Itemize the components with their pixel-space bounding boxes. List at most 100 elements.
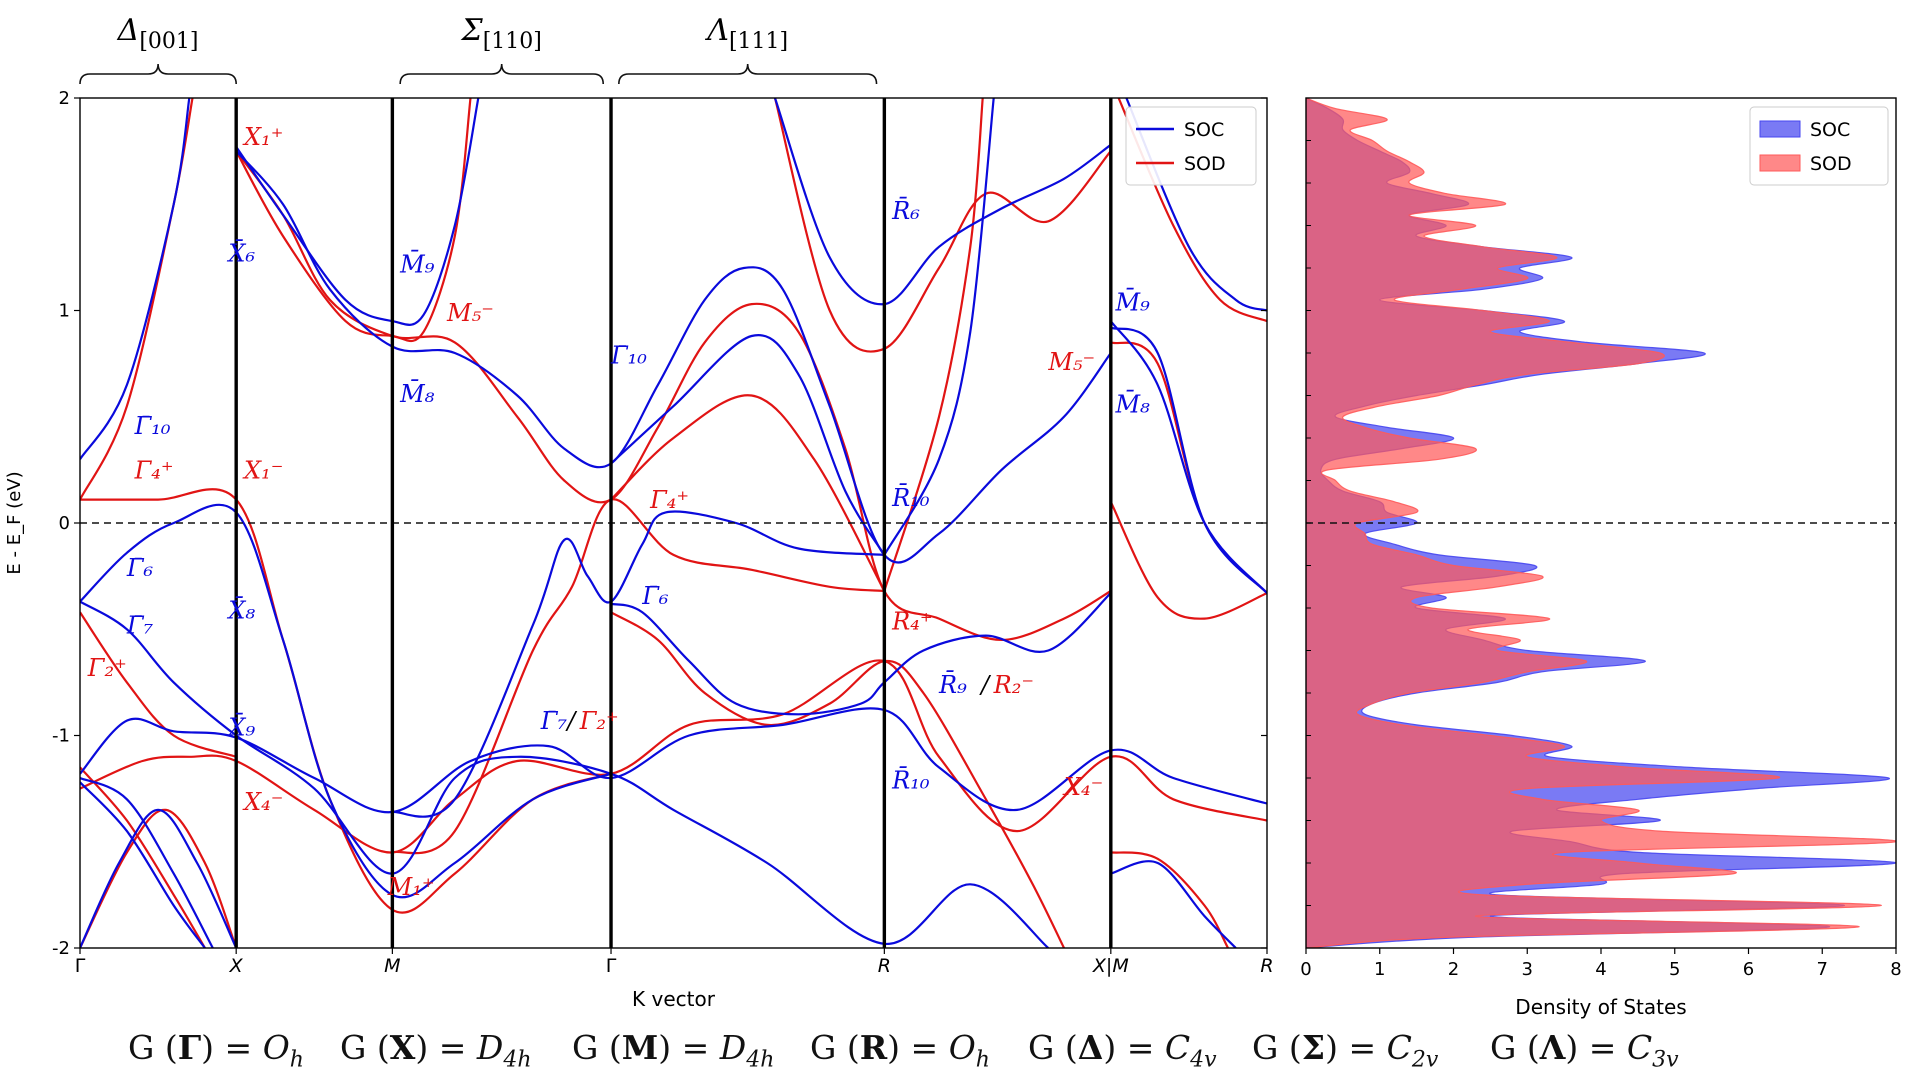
- sod-band-15: [1110, 851, 1229, 948]
- dos-legend-swatch: [1759, 154, 1801, 172]
- band-legend-label: SOC: [1184, 119, 1224, 141]
- dos-legend: SOC SOD: [1749, 106, 1889, 186]
- dos-x-tick-label: 5: [1669, 959, 1680, 980]
- irrep-label: Γ₄⁺: [134, 456, 174, 484]
- point-group-subscript: 4h: [503, 1047, 532, 1073]
- irrep-label: M̄₈: [1115, 390, 1151, 418]
- point-group-symbol: O: [262, 1028, 290, 1067]
- irrep-label: Γ̄₇: [126, 612, 154, 640]
- soc-band-8: [235, 150, 1112, 564]
- irrep-label: Γ₂⁺: [579, 707, 619, 735]
- soc-band-11: [610, 333, 886, 556]
- irrep-label: R₂⁻: [993, 671, 1034, 699]
- soc-band-14: [1109, 320, 1267, 594]
- point-group-item: G (Γ) = Oh: [128, 1028, 304, 1073]
- soc-band-5: [80, 503, 612, 899]
- kpoint-label: Γ: [606, 955, 617, 977]
- band-legend: SOC SOD: [1125, 106, 1257, 186]
- kpoint-label: R: [878, 955, 891, 977]
- irrep-label: X₄⁻: [1062, 773, 1103, 801]
- dos-x-tick-label: 6: [1743, 959, 1754, 980]
- dos-areas: [1306, 98, 1896, 948]
- irrep-label: /: [979, 671, 992, 699]
- dos-x-tick-label: 0: [1300, 959, 1311, 980]
- direction-subscript: [111]: [729, 29, 788, 54]
- irrep-label: Γ₄⁺: [649, 486, 689, 514]
- direction-bracket: [79, 63, 237, 85]
- dos-plot: 0 1 2 3 4 5 6 7 8 Density of States SOC SOD: [1300, 97, 1902, 1019]
- irrep-label: X₄⁻: [242, 788, 283, 816]
- point-group-item: G (R) = Oh: [810, 1028, 990, 1073]
- soc-band-13: [883, 98, 995, 556]
- point-group-symbol: D: [719, 1028, 747, 1067]
- y-tick-label: 2: [59, 88, 70, 109]
- point-group-k: R: [859, 1028, 888, 1067]
- irrep-label: M̄₉: [399, 250, 435, 278]
- sod-band-7: [235, 150, 1112, 642]
- sod-band-1: [80, 766, 206, 948]
- irrep-label: R̄₉: [938, 671, 967, 699]
- dos-x-tick-label: 4: [1595, 959, 1606, 980]
- y-axis-label: E - E_F (eV): [4, 471, 25, 574]
- y-tick-label: -1: [52, 726, 70, 747]
- irrep-label: X̄₈: [226, 596, 255, 624]
- band-structure-plot: Γ X M Γ R X|M R -2 -1 0 1 2 K vector E - E_F (eV) Δ[00…: [4, 13, 1274, 1011]
- sod-band-9: [610, 611, 1065, 948]
- irrep-label: Γ̄₁₀: [610, 342, 647, 370]
- irrep-label: M₁⁺: [387, 873, 435, 901]
- sod-band-11: [773, 98, 1112, 353]
- irrep-label: M̄₉: [1115, 288, 1151, 316]
- kpoint-label: X|M: [1092, 955, 1129, 977]
- point-group-subscript: 3v: [1652, 1047, 1679, 1073]
- point-group-subscript: h: [289, 1047, 304, 1073]
- sod-dos-area: [1306, 98, 1896, 948]
- point-group-k: X: [389, 1028, 416, 1067]
- direction-bracket: [399, 63, 605, 85]
- sod-band-3: [80, 611, 237, 758]
- soc-band-9: [392, 510, 885, 818]
- direction-symbol: Λ: [704, 13, 729, 48]
- soc-band-0: [80, 808, 238, 948]
- point-group-subscript: h: [975, 1047, 990, 1073]
- irrep-label: M₅⁻: [446, 299, 494, 327]
- sod-band-2: [80, 659, 1267, 854]
- point-group-symbol: D: [476, 1028, 504, 1067]
- point-group-item: G (M) = D4h: [572, 1028, 775, 1073]
- point-group-item: G (Λ) = C3v: [1490, 1028, 1679, 1073]
- irrep-label: Γ̄₇: [540, 707, 568, 735]
- y-tick-label: 1: [59, 301, 70, 322]
- soc-band-2: [80, 776, 214, 948]
- dos-x-axis-label: Density of States: [1515, 995, 1686, 1019]
- irrep-label: R₄⁺: [891, 607, 932, 635]
- irrep-label: Γ̄₆: [126, 554, 154, 582]
- point-group-symbol: C: [1626, 1028, 1653, 1067]
- band-legend-box: [1125, 106, 1257, 186]
- irrep-label: M₅⁻: [1047, 348, 1095, 376]
- point-group-symbol: C: [1164, 1028, 1191, 1067]
- kpoint-label: X: [229, 955, 244, 977]
- point-group-row: G (Γ) = Oh G (X) = D4h G (M) = D4h G (R) = …: [0, 1028, 1908, 1088]
- sod-band-5: [80, 98, 194, 501]
- point-group-k: Λ: [1539, 1028, 1566, 1067]
- irrep-label: X̄₆: [226, 239, 255, 267]
- y-tick-label: -2: [52, 938, 70, 959]
- dos-x-tick-label: 8: [1890, 959, 1901, 980]
- direction-label: Σ[110]: [461, 13, 542, 54]
- irrep-label: R̄₆: [891, 197, 920, 225]
- irrep-label: R̄₁₀: [891, 484, 930, 512]
- soc-band-6: [80, 98, 191, 460]
- irrep-label: X₁⁻: [242, 456, 283, 484]
- sod-band-14: [1109, 501, 1267, 620]
- direction-label: Λ[111]: [704, 13, 788, 54]
- y-tick-label: 0: [59, 513, 70, 534]
- dos-legend-label: SOD: [1810, 153, 1852, 175]
- soc-band-10: [610, 592, 1112, 716]
- irrep-label: Γ₂⁺: [87, 654, 127, 682]
- soc-band-1: [80, 781, 206, 948]
- dos-x-tick-label: 7: [1817, 959, 1828, 980]
- point-group-k: M: [621, 1028, 659, 1067]
- sod-band-10: [610, 394, 886, 592]
- sod-band-8: [392, 498, 885, 855]
- irrep-label: /: [565, 707, 578, 735]
- irrep-label: Γ̄₁₀: [134, 412, 171, 440]
